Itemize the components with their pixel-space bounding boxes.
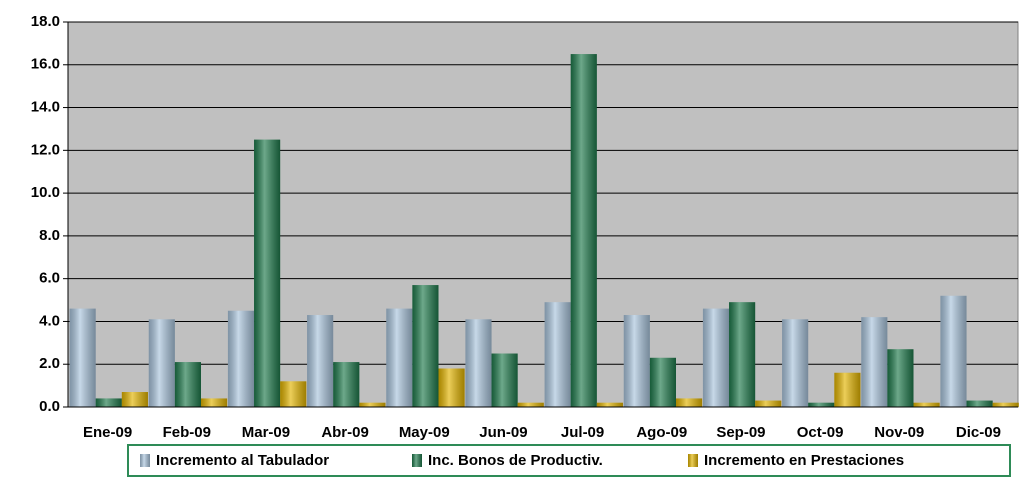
y-tick-label: 16.0: [31, 56, 60, 73]
x-tick-label: Dic-09: [956, 424, 1001, 441]
y-tick-label: 0.0: [39, 398, 60, 415]
legend-box: [127, 444, 1011, 477]
y-tick-label: 12.0: [31, 141, 60, 158]
legend-label: Inc. Bonos de Productiv.: [428, 452, 603, 469]
bar-shade: [729, 302, 756, 407]
bar-shade: [782, 319, 809, 407]
x-tick-label: Nov-09: [874, 424, 924, 441]
bar-shade: [438, 368, 465, 407]
bar-shade: [913, 402, 940, 407]
bar-shade: [570, 54, 597, 407]
y-tick-label: 2.0: [39, 355, 60, 372]
y-tick-label: 4.0: [39, 312, 60, 329]
bar-shade: [69, 308, 96, 407]
x-tick-label: Oct-09: [797, 424, 844, 441]
bar-shade: [465, 319, 492, 407]
legend-label: Incremento al Tabulador: [156, 452, 329, 469]
x-tick-label: Ene-09: [83, 424, 132, 441]
bar-shade: [834, 372, 861, 407]
bar-shade: [623, 315, 650, 407]
bar-shade: [544, 302, 571, 407]
bar-shade: [596, 402, 623, 407]
bar-shade: [121, 392, 148, 407]
bar-shade: [887, 349, 914, 407]
bar-shade: [254, 139, 281, 407]
bar-shade: [517, 402, 544, 407]
bar-shade: [966, 400, 993, 407]
bar-shade: [649, 357, 676, 407]
y-tick-label: 8.0: [39, 227, 60, 244]
bar-shade: [174, 362, 201, 407]
x-tick-label: Jul-09: [561, 424, 604, 441]
y-tick-label: 10.0: [31, 184, 60, 201]
x-tick-label: May-09: [399, 424, 450, 441]
x-tick-label: Ago-09: [636, 424, 687, 441]
bar-shade: [148, 319, 175, 407]
bar-shade: [307, 315, 334, 407]
legend-swatch-shade: [140, 454, 150, 467]
legend-swatch-shade: [412, 454, 422, 467]
y-tick-label: 18.0: [31, 13, 60, 30]
x-tick-label: Abr-09: [321, 424, 369, 441]
bar-shade: [992, 402, 1019, 407]
x-tick-label: Jun-09: [479, 424, 527, 441]
bar-shade: [333, 362, 360, 407]
bar-shade: [280, 381, 307, 407]
bar-shade: [201, 398, 228, 407]
bar-shade: [940, 295, 967, 407]
x-tick-label: Mar-09: [242, 424, 290, 441]
bar-shade: [359, 402, 386, 407]
bar-shade: [755, 400, 782, 407]
y-tick-label: 14.0: [31, 99, 60, 116]
legend-swatch-shade: [688, 454, 698, 467]
x-tick-label: Feb-09: [163, 424, 211, 441]
y-tick-label: 6.0: [39, 270, 60, 287]
bar-shade: [702, 308, 730, 407]
bar-shade: [808, 402, 835, 407]
bar-shade: [412, 285, 439, 407]
plot-area: [67, 21, 1019, 408]
legend-label: Incremento en Prestaciones: [704, 452, 904, 469]
bar-shade: [861, 317, 888, 407]
bar-shade: [227, 310, 255, 407]
bar-shade: [491, 353, 518, 407]
bar-shade: [386, 308, 413, 407]
bar-shade: [676, 398, 703, 407]
bar-shade: [95, 398, 122, 407]
x-tick-label: Sep-09: [716, 424, 765, 441]
